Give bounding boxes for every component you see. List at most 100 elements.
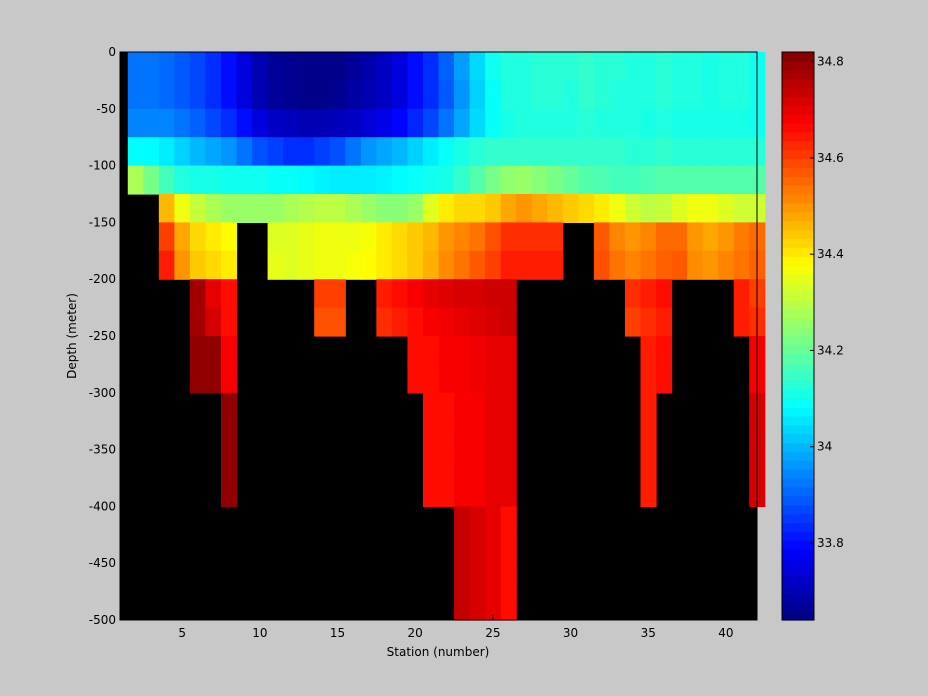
heatmap-cell <box>593 222 611 252</box>
heatmap-cell <box>547 165 564 195</box>
colorbar-segment <box>782 353 814 364</box>
colorbar-segment <box>782 185 814 195</box>
heatmap-cell <box>220 279 238 309</box>
heatmap-cell <box>189 108 207 138</box>
heatmap-cell <box>516 137 533 167</box>
heatmap-cell <box>485 194 502 223</box>
heatmap-cell <box>220 421 238 451</box>
heatmap-cell <box>329 165 346 195</box>
heatmap-cell <box>454 279 471 309</box>
x-tick-label: 35 <box>641 626 656 640</box>
heatmap-cell <box>329 222 346 252</box>
colorbar-tick-label: 34.2 <box>817 343 844 357</box>
heatmap-cell <box>640 137 657 167</box>
heatmap-cell <box>360 222 377 252</box>
heatmap-cell <box>640 336 657 365</box>
heatmap-cell <box>718 80 735 110</box>
heatmap-cell <box>500 449 517 479</box>
heatmap-cell <box>422 392 440 422</box>
colorbar <box>782 52 814 621</box>
colorbar-segment <box>782 389 814 399</box>
heatmap-cell <box>531 222 548 252</box>
colorbar-segment <box>782 575 814 586</box>
heatmap-cell <box>205 194 222 223</box>
heatmap-cell <box>469 336 486 365</box>
x-tick-label: 20 <box>408 626 423 640</box>
heatmap-cell <box>656 194 673 223</box>
heatmap-cell <box>640 307 657 337</box>
heatmap-cell <box>500 534 517 564</box>
heatmap-cell <box>516 194 533 223</box>
colorbar-segment <box>782 123 814 133</box>
heatmap-cell <box>127 137 144 167</box>
heatmap-cell <box>485 534 502 564</box>
heatmap-cell <box>329 80 346 110</box>
heatmap-cell <box>485 563 502 593</box>
heatmap-cell <box>454 421 471 451</box>
colorbar-segment <box>782 158 814 168</box>
heatmap-cell <box>500 421 517 451</box>
heatmap-cell <box>500 336 517 365</box>
heatmap-cell <box>376 279 393 309</box>
heatmap-cell <box>500 52 517 81</box>
heatmap-cell <box>469 80 486 110</box>
heatmap-cell <box>314 137 331 167</box>
colorbar-segment <box>782 522 814 532</box>
heatmap-cell <box>687 137 704 167</box>
x-tick-label: 25 <box>485 626 500 640</box>
heatmap-cell <box>174 137 191 167</box>
heatmap-cell <box>174 250 191 280</box>
heatmap-cell <box>469 307 486 337</box>
colorbar-segment <box>782 327 814 337</box>
heatmap-cell <box>485 336 502 365</box>
heatmap-cell <box>454 137 471 167</box>
heatmap-cell <box>640 392 657 422</box>
heatmap-cell <box>500 108 517 138</box>
colorbar-segment <box>782 593 814 603</box>
heatmap-cell <box>485 364 502 394</box>
heatmap-cell <box>485 165 502 195</box>
heatmap-cell <box>624 279 642 309</box>
heatmap-cell <box>547 250 564 280</box>
colorbar-segment <box>782 407 814 417</box>
heatmap-cell <box>220 137 238 167</box>
heatmap-cell <box>158 108 175 138</box>
heatmap-cell <box>407 165 424 195</box>
heatmap-cell <box>143 80 160 110</box>
heatmap-cell <box>516 80 533 110</box>
heatmap-cell <box>609 80 626 110</box>
heatmap-cell <box>422 478 440 507</box>
heatmap-cell <box>624 307 642 337</box>
heatmap-cell <box>485 591 502 621</box>
colorbar-segment <box>782 478 814 488</box>
heatmap-cell <box>454 250 471 280</box>
heatmap-cell <box>687 80 704 110</box>
heatmap-cell <box>454 534 471 564</box>
heatmap-cell <box>640 52 657 81</box>
heatmap-cell <box>407 364 424 394</box>
heatmap-cell <box>733 80 750 110</box>
heatmap-cell <box>718 222 735 252</box>
heatmap-cell <box>547 80 564 110</box>
heatmap-cell <box>609 250 626 280</box>
heatmap-cell <box>360 80 377 110</box>
heatmap-cell <box>562 137 579 167</box>
heatmap-cell <box>267 250 284 280</box>
colorbar-segment <box>782 566 814 577</box>
y-tick-label: -50 <box>96 102 116 116</box>
heatmap-cell <box>578 80 595 110</box>
colorbar-segment <box>782 549 814 559</box>
heatmap-cell <box>624 137 642 167</box>
heatmap-cell <box>422 279 440 309</box>
heatmap-cell <box>562 52 579 81</box>
heatmap-cell <box>220 307 238 337</box>
heatmap-cell <box>609 222 626 252</box>
heatmap-cell <box>298 80 315 110</box>
y-tick-label: -350 <box>89 443 116 457</box>
heatmap-cell <box>407 336 424 365</box>
heatmap-cell <box>516 52 533 81</box>
y-tick-label: -400 <box>89 499 116 513</box>
heatmap-cell <box>531 137 548 167</box>
heatmap-cell <box>252 165 269 195</box>
heatmap-cell <box>376 137 393 167</box>
